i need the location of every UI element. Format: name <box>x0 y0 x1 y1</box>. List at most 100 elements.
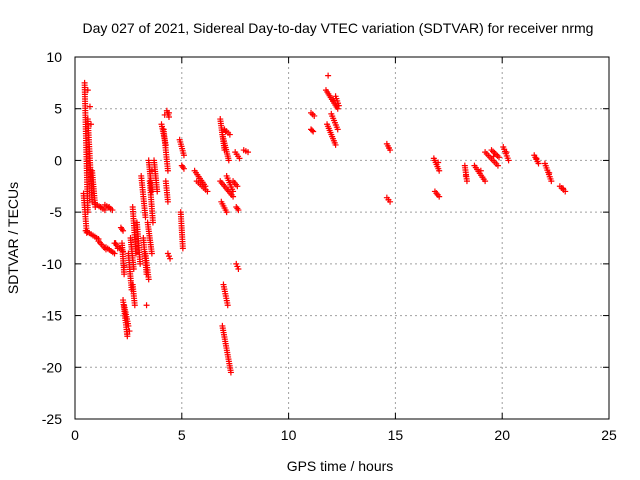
y-tick-label: 0 <box>54 152 62 168</box>
data-point <box>311 112 318 119</box>
data-point <box>97 203 104 210</box>
data-point <box>230 188 237 195</box>
x-tick-label: 0 <box>71 427 79 443</box>
x-axis-label: GPS time / hours <box>287 458 394 474</box>
data-point <box>463 178 470 185</box>
data-point <box>223 209 230 216</box>
data-point <box>548 178 555 185</box>
data-point <box>114 245 121 252</box>
data-point <box>106 203 113 210</box>
data-point <box>161 111 168 118</box>
data-point <box>562 188 569 195</box>
x-tick-label: 15 <box>388 427 404 443</box>
data-point <box>245 149 252 156</box>
data-point <box>435 159 442 166</box>
data-point <box>121 262 128 269</box>
data-point <box>165 109 172 116</box>
data-point <box>143 302 150 309</box>
data-point <box>125 322 132 329</box>
data-point <box>533 155 540 162</box>
data-point <box>149 219 156 226</box>
data-point <box>482 178 489 185</box>
grid <box>75 57 609 419</box>
data-point <box>235 207 242 214</box>
data-point <box>235 266 242 273</box>
data-point <box>462 172 469 179</box>
data-point <box>436 193 443 200</box>
y-tick-label: -20 <box>42 359 62 375</box>
y-tick-label: -25 <box>42 411 62 427</box>
x-tick-label: 5 <box>178 427 186 443</box>
data-point <box>137 260 144 267</box>
data-point <box>180 152 187 159</box>
data-point <box>180 165 187 172</box>
data-point <box>494 162 501 169</box>
data-point <box>310 128 317 135</box>
x-tick-label: 25 <box>601 427 617 443</box>
data-point <box>164 198 171 205</box>
data-point <box>436 167 443 174</box>
x-tick-labels: 0 5 10 15 20 25 <box>71 427 617 443</box>
data-point <box>477 167 484 174</box>
data-point <box>225 157 232 164</box>
data-point <box>126 328 133 335</box>
data-point <box>131 302 138 309</box>
data-point <box>109 207 116 214</box>
data-point <box>204 188 211 195</box>
y-tick-label: 10 <box>46 49 62 65</box>
data-point <box>325 72 332 79</box>
data-point <box>164 167 171 174</box>
data-point <box>86 103 93 110</box>
data-point <box>111 250 118 257</box>
data-point <box>335 102 342 109</box>
data-point <box>145 276 152 283</box>
data-point <box>505 157 512 164</box>
data-point <box>385 145 392 152</box>
data-point <box>154 188 161 195</box>
data-point <box>332 141 339 148</box>
data-point <box>224 302 231 309</box>
data-point <box>124 331 131 338</box>
data-point <box>84 87 91 94</box>
data-point <box>142 214 149 221</box>
data-point <box>112 240 119 247</box>
x-tick-label: 20 <box>494 427 510 443</box>
data-point <box>309 127 316 134</box>
data-points <box>80 72 569 376</box>
data-point <box>132 250 139 257</box>
data-point <box>226 131 233 138</box>
data-point <box>387 198 394 205</box>
data-point <box>535 160 542 167</box>
data-point <box>334 126 341 133</box>
data-point <box>167 255 174 262</box>
y-tick-label: -10 <box>42 256 62 272</box>
data-point <box>120 227 127 234</box>
data-point <box>179 245 186 252</box>
data-point <box>121 271 128 278</box>
data-point <box>222 128 229 135</box>
data-point <box>334 105 341 112</box>
data-point <box>130 266 137 273</box>
data-point <box>503 149 510 156</box>
data-point <box>560 185 567 192</box>
data-point <box>495 154 502 161</box>
data-point <box>490 153 497 160</box>
data-point <box>148 250 155 257</box>
data-point <box>330 97 337 104</box>
x-tick-label: 10 <box>281 427 297 443</box>
data-point <box>236 155 243 162</box>
y-axis-label: SDTVAR / TECUs <box>5 182 21 294</box>
y-tick-label: -15 <box>42 308 62 324</box>
data-point <box>230 193 237 200</box>
axis-ticks <box>74 56 610 420</box>
y-tick-label: 5 <box>54 101 62 117</box>
data-point <box>88 121 95 128</box>
y-tick-labels: -25 -20 -15 -10 -5 0 5 10 <box>42 49 62 427</box>
chart-title: Day 027 of 2021, Sidereal Day-to-day VTE… <box>83 20 594 36</box>
plot-frame <box>74 56 610 420</box>
data-point <box>227 369 234 376</box>
data-point <box>101 207 108 214</box>
data-point <box>84 209 91 216</box>
